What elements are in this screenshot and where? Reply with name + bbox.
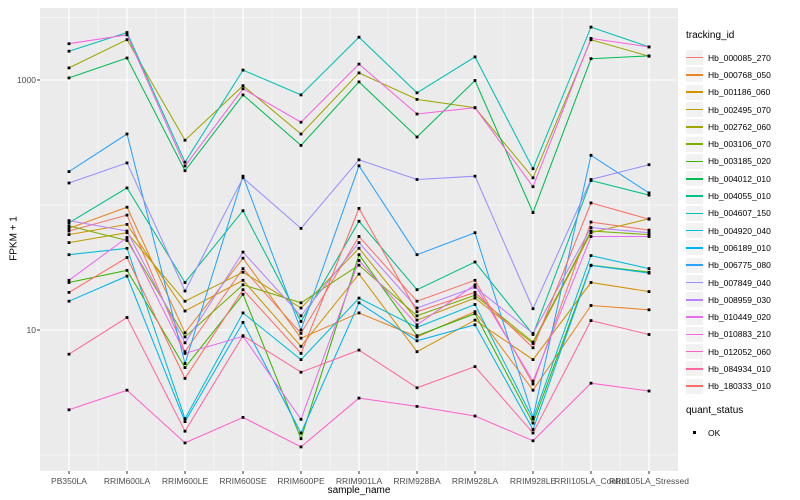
legend-item-list: Hb_000085_270 Hb_000768_050 Hb_001186_060 H… bbox=[686, 49, 800, 395]
legend-item-label: Hb_002762_060 bbox=[708, 121, 771, 132]
legend-item: Hb_002495_070 bbox=[686, 101, 800, 118]
legend-key-line-icon bbox=[686, 378, 703, 394]
quant-status-item: OK bbox=[686, 424, 800, 441]
legend-item: Hb_010883_210 bbox=[686, 326, 800, 343]
legend-key-line-icon bbox=[686, 67, 703, 83]
legend-item: Hb_004920_040 bbox=[686, 222, 800, 239]
legend-item: Hb_004607_150 bbox=[686, 205, 800, 222]
data-points bbox=[67, 25, 651, 449]
legend-title-tracking-id: tracking_id bbox=[686, 30, 735, 41]
legend: tracking_id Hb_000085_270 Hb_000768_050 Hb… bbox=[686, 30, 800, 441]
legend-item-label: Hb_000768_050 bbox=[708, 69, 771, 80]
x-tick-label: RRII105LA_Control bbox=[554, 476, 628, 486]
legend-key-line-icon bbox=[686, 136, 703, 152]
legend-key-line-icon bbox=[686, 309, 703, 325]
x-tick-label: RRIM928BA bbox=[393, 476, 441, 486]
legend-item-label: Hb_004920_040 bbox=[708, 225, 771, 236]
legend-key-line-icon bbox=[686, 84, 703, 100]
x-tick-label: RRIM600PE bbox=[277, 476, 325, 486]
x-tick-label: RRII105LA_Stressed bbox=[609, 476, 689, 486]
legend-item: Hb_002762_060 bbox=[686, 118, 800, 135]
legend-item-label: Hb_004607_150 bbox=[708, 208, 771, 219]
legend-item-label: Hb_180333_010 bbox=[708, 381, 771, 392]
legend-item: Hb_000085_270 bbox=[686, 49, 800, 66]
legend-item: Hb_004055_010 bbox=[686, 187, 800, 204]
legend-item-label: Hb_004012_010 bbox=[708, 173, 771, 184]
legend-item-label: Hb_012052_060 bbox=[708, 346, 771, 357]
legend-key-line-icon bbox=[686, 205, 703, 221]
x-tick-label: PB350LA bbox=[51, 476, 87, 486]
quant-status-label: OK bbox=[708, 427, 721, 438]
legend-item: Hb_003185_020 bbox=[686, 153, 800, 170]
legend-item-label: Hb_084934_010 bbox=[708, 363, 771, 374]
legend-key-line-icon bbox=[686, 188, 703, 204]
axis-ticks bbox=[37, 79, 650, 474]
y-axis-title: FPKM + 1 bbox=[8, 216, 20, 261]
legend-key-line-icon bbox=[686, 240, 703, 256]
x-tick-label: RRIM600LE bbox=[161, 476, 209, 486]
legend-item: Hb_006775_080 bbox=[686, 257, 800, 274]
legend-key-point-icon bbox=[686, 425, 703, 440]
legend-item-label: Hb_003106_070 bbox=[708, 139, 771, 150]
legend-item: Hb_180333_010 bbox=[686, 378, 800, 395]
y-tick-label: 1000 bbox=[17, 75, 36, 85]
legend-title-quant-status: quant_status bbox=[686, 404, 744, 416]
legend-item: Hb_010449_020 bbox=[686, 308, 800, 325]
quant-status-item-list: OK bbox=[686, 424, 800, 441]
legend-key-line-icon bbox=[686, 326, 703, 342]
legend-key-line-icon bbox=[686, 119, 703, 135]
legend-key-line-icon bbox=[686, 275, 703, 290]
legend-key-line-icon bbox=[686, 171, 703, 187]
legend-key-line-icon bbox=[686, 223, 703, 239]
y-tick-label: 10 bbox=[26, 325, 36, 335]
legend-item-label: Hb_002495_070 bbox=[708, 104, 771, 115]
legend-key-line-icon bbox=[686, 102, 703, 118]
legend-item-label: Hb_010449_020 bbox=[708, 312, 771, 323]
legend-item: Hb_003106_070 bbox=[686, 135, 800, 152]
legend-item-label: Hb_007849_040 bbox=[708, 277, 771, 288]
legend-item: Hb_008959_030 bbox=[686, 291, 800, 308]
legend-item-label: Hb_010883_210 bbox=[708, 329, 771, 340]
legend-item-label: Hb_001186_060 bbox=[708, 87, 771, 98]
legend-key-line-icon bbox=[686, 361, 703, 377]
legend-key-line-icon bbox=[686, 257, 703, 273]
legend-item: Hb_012052_060 bbox=[686, 343, 800, 360]
legend-item-label: Hb_006189_010 bbox=[708, 242, 771, 253]
legend-item-label: Hb_006775_080 bbox=[708, 260, 771, 271]
legend-item-label: Hb_000085_270 bbox=[708, 52, 771, 63]
legend-item-label: Hb_004055_010 bbox=[708, 191, 771, 202]
x-tick-label: RRIM928LE bbox=[509, 476, 557, 486]
legend-key-line-icon bbox=[686, 292, 703, 308]
legend-item-label: Hb_003185_020 bbox=[708, 156, 771, 167]
x-tick-label: RRIM600LA bbox=[103, 476, 151, 486]
legend-item: Hb_000768_050 bbox=[686, 66, 800, 83]
legend-item: Hb_084934_010 bbox=[686, 360, 800, 377]
legend-item: Hb_007849_040 bbox=[686, 274, 800, 291]
legend-item: Hb_001186_060 bbox=[686, 84, 800, 101]
legend-item: Hb_004012_010 bbox=[686, 170, 800, 187]
legend-key-line-icon bbox=[686, 50, 703, 66]
legend-key-line-icon bbox=[686, 344, 703, 360]
x-tick-label: RRIM928LA bbox=[451, 476, 499, 486]
x-axis-title: sample_name bbox=[327, 485, 391, 496]
legend-item-label: Hb_008959_030 bbox=[708, 294, 771, 305]
legend-item: Hb_006189_010 bbox=[686, 239, 800, 256]
x-tick-label: RRIM600SE bbox=[219, 476, 267, 486]
x-tick-label: RRIM901LA bbox=[335, 476, 383, 486]
legend-key-line-icon bbox=[686, 153, 703, 169]
